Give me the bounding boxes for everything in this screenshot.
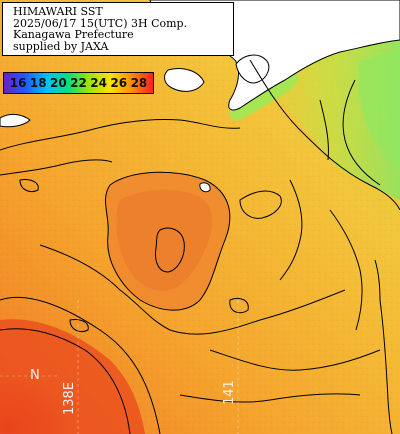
legend-label: 22 xyxy=(70,76,87,90)
info-line-product: HIMAWARI SST xyxy=(13,5,103,18)
info-line-datetime: 2025/06/17 15(UTC) 3H Comp. xyxy=(13,16,188,30)
legend-labels: 16 18 20 22 24 26 28 xyxy=(4,76,153,90)
land-izu xyxy=(164,68,205,92)
land-peninsula xyxy=(235,54,270,84)
info-panel: HIMAWARI SST 2025/06/17 15(UTC) 3H Comp.… xyxy=(2,2,234,56)
land-west xyxy=(0,113,31,128)
cool-water-core xyxy=(357,50,400,170)
info-line-supplier: supplied by JAXA xyxy=(13,39,109,53)
island xyxy=(199,182,211,193)
legend-label: 24 xyxy=(90,76,107,90)
isotherm-contours xyxy=(0,59,400,434)
latitude-label: N xyxy=(30,368,40,383)
legend-label: 26 xyxy=(110,76,128,90)
info-line-region: Kanagawa Prefecture xyxy=(13,28,134,41)
temperature-legend: 16 18 20 22 24 26 28 xyxy=(3,72,154,94)
warm-eddy-core xyxy=(116,189,213,291)
warm-water-core xyxy=(0,319,145,434)
longitude-label: 141 xyxy=(222,380,237,405)
longitude-label: 138E xyxy=(62,381,77,415)
legend-colorbar xyxy=(4,73,153,93)
legend-label: 20 xyxy=(50,76,67,90)
legend-label: 18 xyxy=(29,76,47,90)
legend-label: 16 xyxy=(9,76,27,90)
graticule xyxy=(0,300,239,434)
legend-label: 28 xyxy=(130,76,148,90)
